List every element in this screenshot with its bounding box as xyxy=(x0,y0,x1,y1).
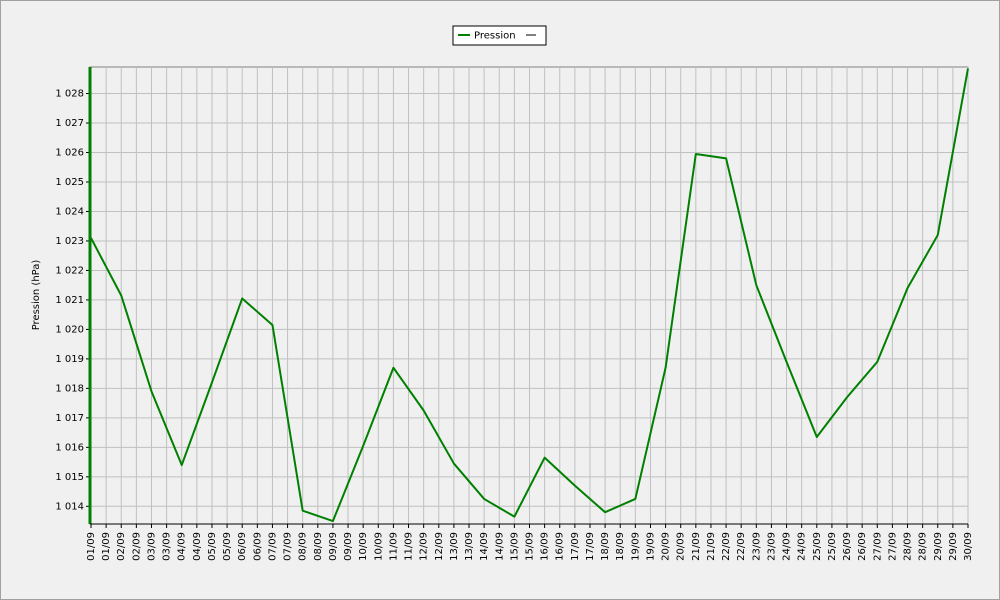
line xyxy=(90,68,969,523)
legend: Pression xyxy=(452,25,547,46)
x-tick-label: 25/09 xyxy=(827,532,838,561)
x-tick-label: 05/09 xyxy=(207,532,218,561)
x-tick-label: 09/09 xyxy=(343,532,354,561)
x-tick-label: 11/09 xyxy=(388,532,399,561)
x-tick-label: 15/09 xyxy=(525,532,536,561)
x-tick-label: 07/09 xyxy=(283,532,294,561)
x-tick-label: 14/09 xyxy=(494,532,505,561)
x-tick-label: 22/09 xyxy=(736,532,747,561)
x-tick-label: 24/09 xyxy=(797,532,808,561)
y-tick-label: 1 023 xyxy=(55,236,84,247)
x-tick-label: 03/09 xyxy=(146,532,157,561)
x-tick-label: 28/09 xyxy=(918,532,929,561)
x-tick-label: 07/09 xyxy=(267,532,278,561)
x-tick-label: 01/09 xyxy=(101,532,112,561)
x-tick-label: 06/09 xyxy=(237,532,248,561)
x-tick-label: 24/09 xyxy=(782,532,793,561)
y-tick-label: 1 028 xyxy=(55,89,84,100)
x-tick-label: 10/09 xyxy=(358,532,369,561)
x-tick-label: 06/09 xyxy=(252,532,263,561)
x-tick-label: 30/09 xyxy=(963,532,974,561)
x-tick-label: 08/09 xyxy=(313,532,324,561)
y-tick-label: 1 019 xyxy=(55,354,84,365)
x-tick-label: 08/09 xyxy=(298,532,309,561)
y-tick-label: 1 015 xyxy=(55,472,84,483)
x-tick-label: 29/09 xyxy=(948,532,959,561)
x-tick-label: 21/09 xyxy=(691,532,702,561)
x-tick-label: 18/09 xyxy=(600,532,611,561)
x-tick-label: 17/09 xyxy=(570,532,581,561)
x-tick-label: 02/09 xyxy=(116,532,127,561)
y-axis-label: Pression (hPa) xyxy=(31,260,42,331)
y-tick-label: 1 020 xyxy=(55,324,84,335)
y-tick-label: 1 027 xyxy=(55,118,84,129)
x-tick-label: 03/09 xyxy=(162,532,173,561)
x-tick-label: 09/09 xyxy=(328,532,339,561)
y-tick-label: 1 018 xyxy=(55,383,84,394)
x-tick-label: 18/09 xyxy=(615,532,626,561)
x-tick-label: 15/09 xyxy=(509,532,520,561)
x-tick-label: 27/09 xyxy=(872,532,883,561)
y-tick-label: 1 021 xyxy=(55,295,84,306)
x-tick-label: 29/09 xyxy=(933,532,944,561)
x-tick-label: 20/09 xyxy=(661,532,672,561)
y-tick-label: 1 014 xyxy=(55,501,84,512)
x-tick-label: 12/09 xyxy=(434,532,445,561)
x-tick-label: 23/09 xyxy=(766,532,777,561)
y-tick-label: 1 016 xyxy=(55,442,84,453)
x-tick-label: 02/09 xyxy=(131,532,142,561)
x-tick-label: 16/09 xyxy=(540,532,551,561)
x-tick-label: 27/09 xyxy=(887,532,898,561)
x-tick-label: 12/09 xyxy=(419,532,430,561)
x-tick-label: 26/09 xyxy=(842,532,853,561)
x-tick-label: 16/09 xyxy=(555,532,566,561)
y-tick-label: 1 017 xyxy=(55,413,84,424)
y-tick-label: 1 026 xyxy=(55,148,84,159)
legend-box xyxy=(452,25,547,46)
x-tick-label: 19/09 xyxy=(630,532,641,561)
x-tick-label: 04/09 xyxy=(192,532,203,561)
x-tick-label: 22/09 xyxy=(721,532,732,561)
x-tick-label: 21/09 xyxy=(706,532,717,561)
x-tick-label: 26/09 xyxy=(857,532,868,561)
x-tick-label: 14/09 xyxy=(479,532,490,561)
x-tick-label: 28/09 xyxy=(903,532,914,561)
x-tick-label: 10/09 xyxy=(373,532,384,561)
x-tick-label: 23/09 xyxy=(751,532,762,561)
x-tick-label: 11/09 xyxy=(404,532,415,561)
y-tick-label: 1 022 xyxy=(55,265,84,276)
x-tick-label: 25/09 xyxy=(812,532,823,561)
x-tick-label: 13/09 xyxy=(464,532,475,561)
legend-label: Pression xyxy=(474,31,516,42)
x-tick-label: 01/09 xyxy=(86,532,97,561)
y-tick-label: 1 024 xyxy=(55,206,84,217)
x-tick-label: 05/09 xyxy=(222,532,233,561)
x-tick-label: 17/09 xyxy=(585,532,596,561)
x-tick-label: 13/09 xyxy=(449,532,460,561)
x-tick-label: 19/09 xyxy=(645,532,656,561)
x-tick-label: 20/09 xyxy=(676,532,687,561)
x-tick-label: 04/09 xyxy=(177,532,188,561)
y-tick-label: 1 025 xyxy=(55,177,84,188)
